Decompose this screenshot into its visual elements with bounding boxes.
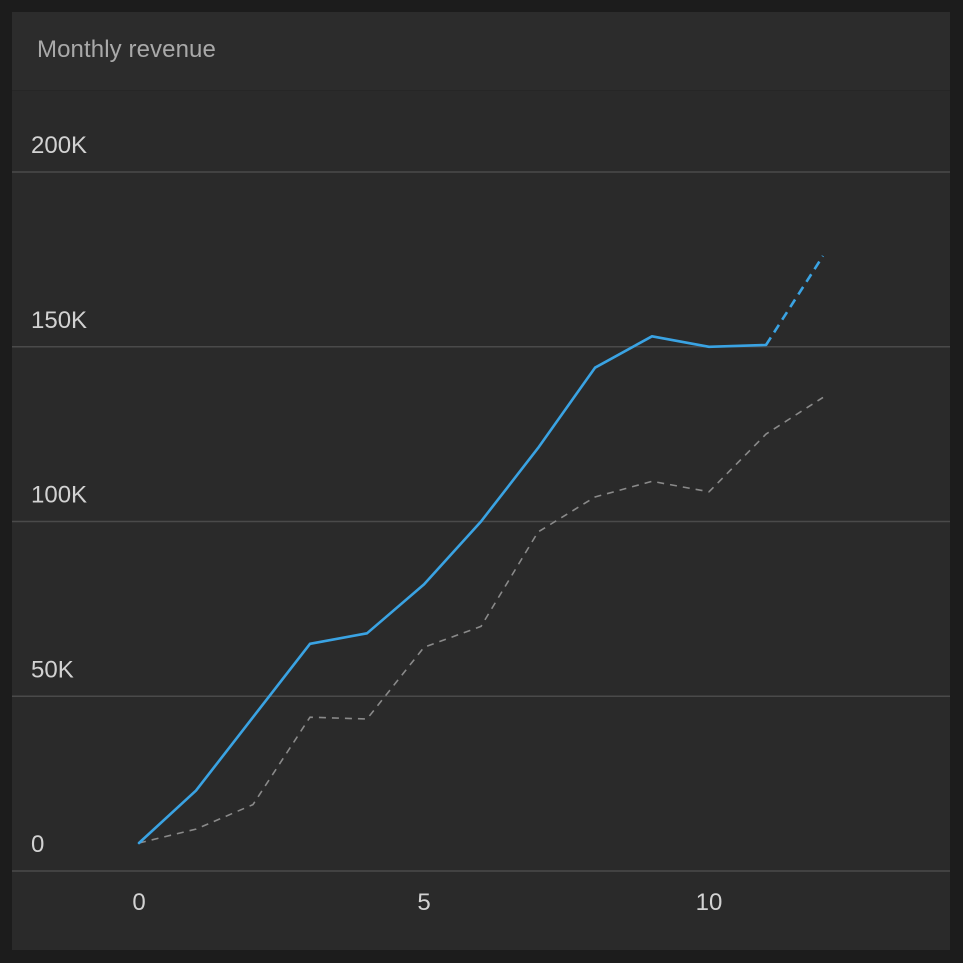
projection-series-line — [764, 255, 825, 346]
y-tick-label: 0 — [31, 831, 44, 858]
chart-title: Monthly revenue — [37, 36, 216, 63]
x-tick-label: 0 — [132, 889, 145, 916]
y-tick-label: 50K — [31, 656, 74, 683]
x-tick-label: 10 — [696, 889, 723, 916]
y-tick-label: 150K — [31, 307, 87, 334]
y-axis-ticks: 0 50K 100K 150K 200K — [31, 132, 87, 858]
comparison-series-line — [138, 396, 824, 844]
y-tick-label: 100K — [31, 482, 87, 509]
line-chart: 0 50K 100K 150K 200K 0 5 10 — [12, 132, 950, 916]
x-axis-ticks: 0 5 10 — [132, 889, 722, 916]
x-tick-label: 5 — [417, 889, 430, 916]
y-tick-label: 200K — [31, 132, 87, 159]
chart-card: Monthly revenue 0 50K 100K 150K 200K 0 5 10 — [12, 12, 950, 950]
series-lines — [137, 255, 825, 845]
card-header: Monthly revenue — [12, 12, 950, 91]
actual-series-line — [137, 334, 768, 845]
